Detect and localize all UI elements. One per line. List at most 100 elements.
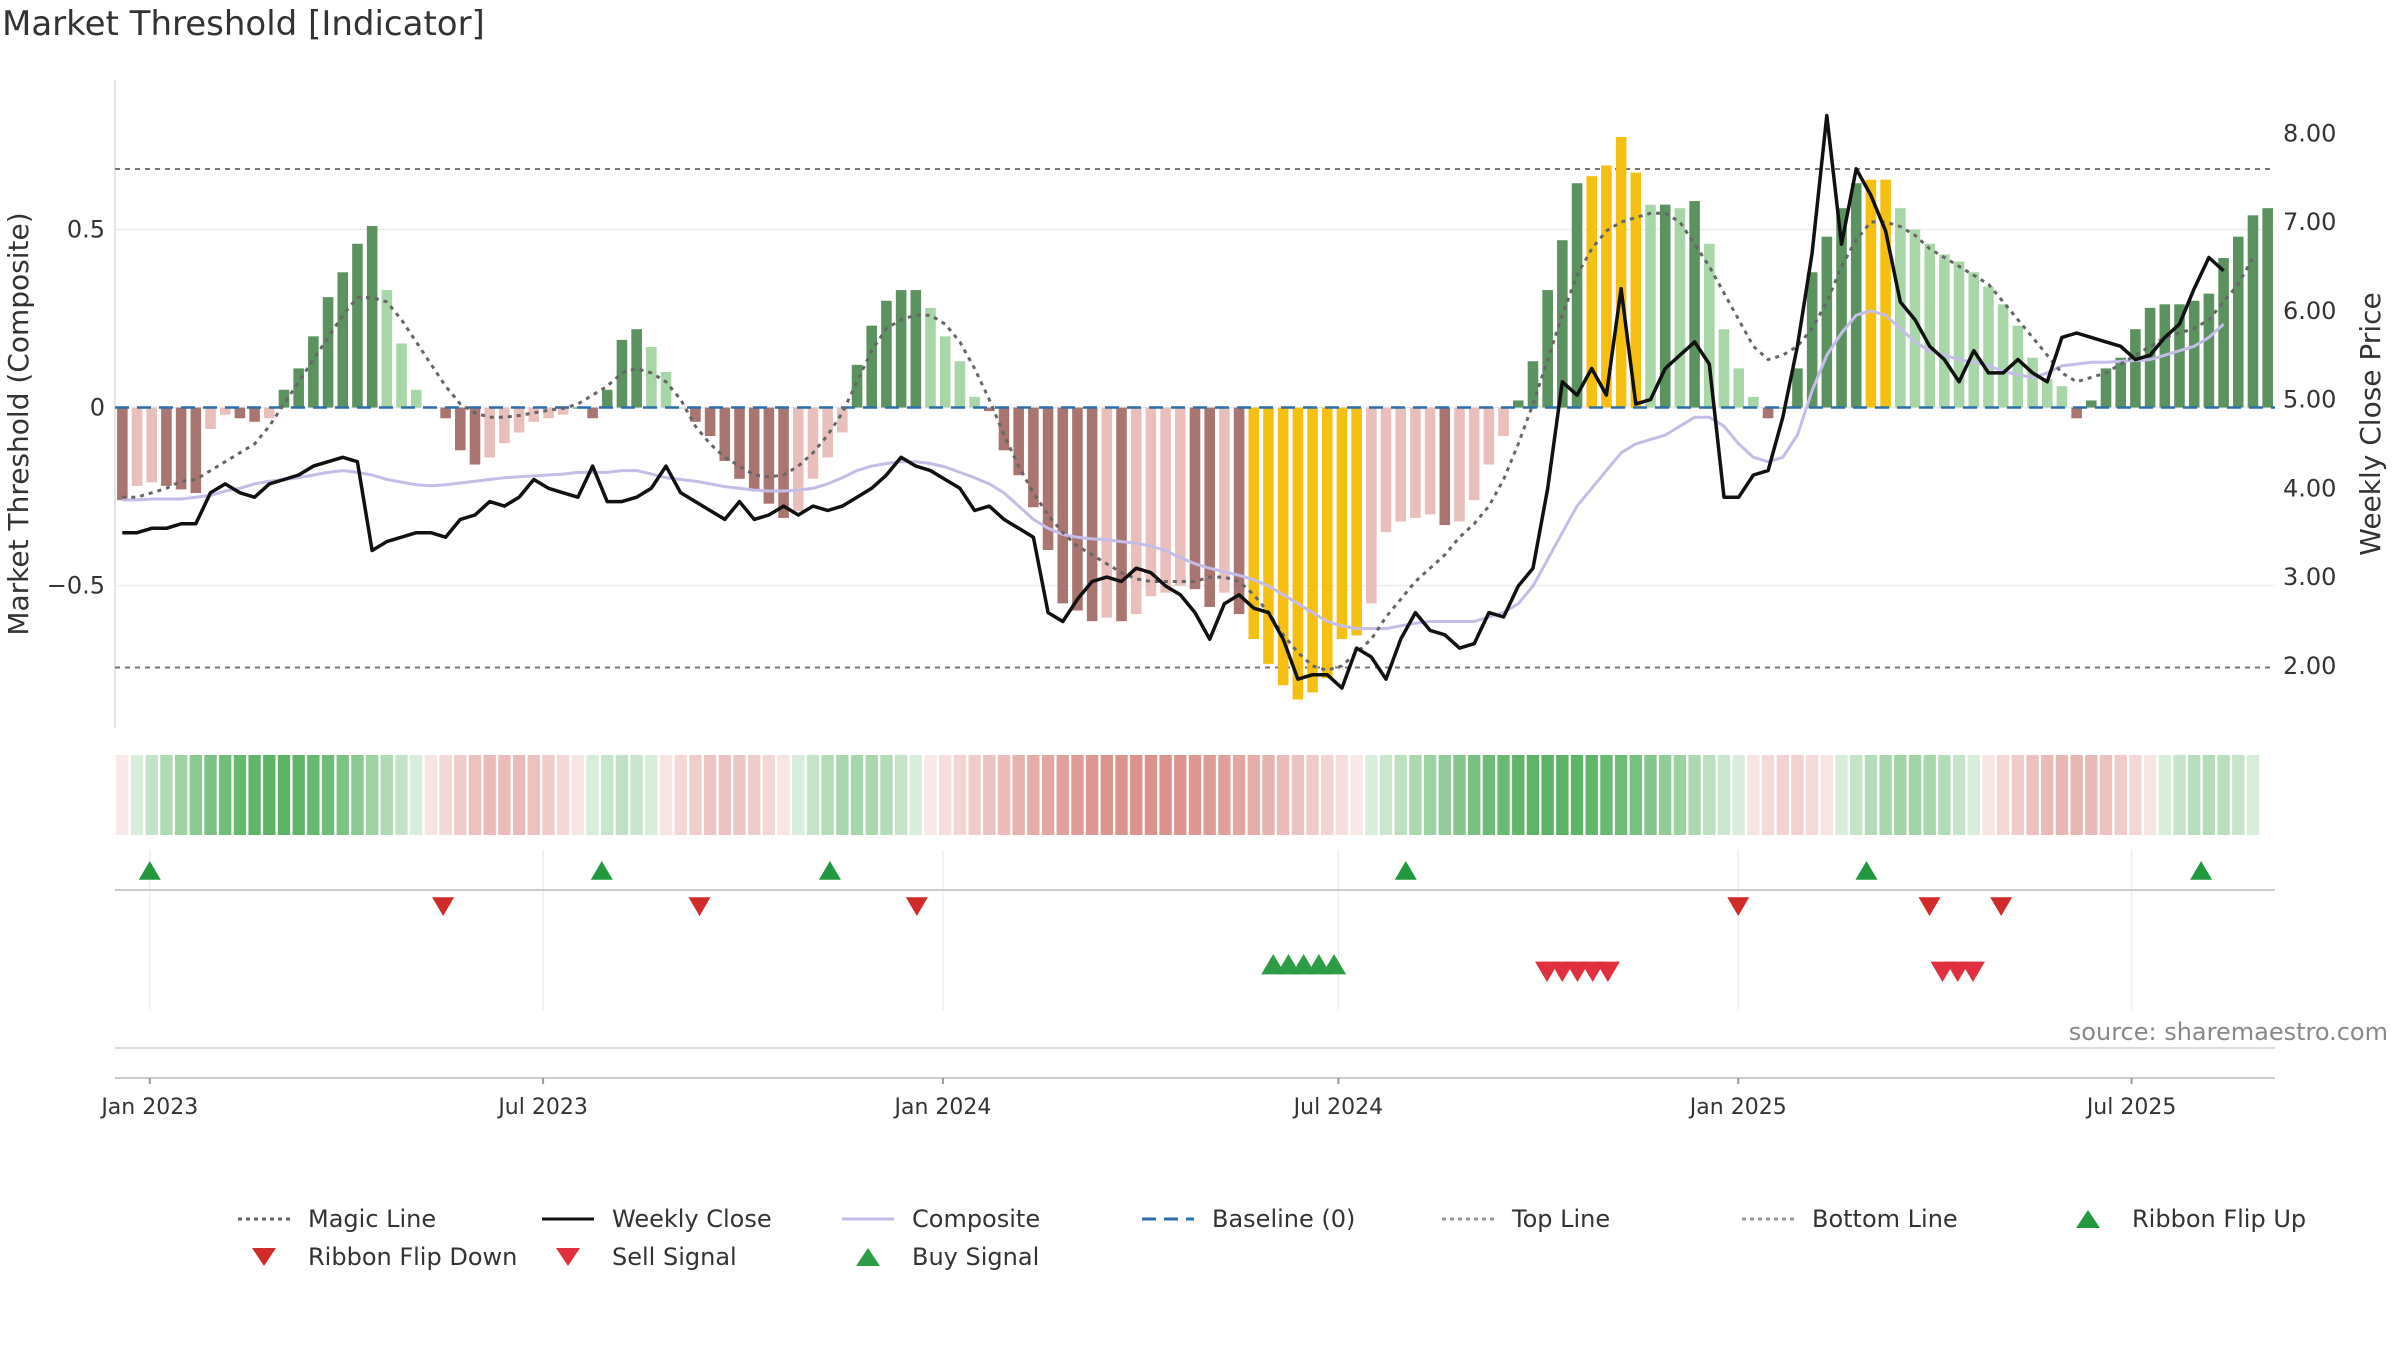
composite-bar [1175,407,1186,586]
composite-bar [851,364,863,408]
ribbon-cell [1365,755,1378,835]
legend-item-top-line[interactable]: Top Line [1440,1205,1610,1233]
x-tick-label: Jul 2025 [2085,1095,2177,1120]
ribbon-cell [410,755,423,835]
composite-bar [263,407,275,419]
composite-bar [1204,407,1215,607]
ribbon-cell [2041,755,2054,835]
ribbon-cell [424,755,438,835]
ribbon-cell [1996,755,2010,835]
ribbon-cell [2055,755,2069,835]
composite-bar [1468,407,1480,501]
composite-bar [1586,176,1598,408]
legend-item-ribbon-flip-down[interactable]: Ribbon Flip Down [236,1243,517,1271]
legend-item-baseline[interactable]: Baseline (0) [1140,1205,1355,1233]
legend-label: Buy Signal [912,1243,1040,1271]
composite-bar [410,389,422,408]
composite-bar [1718,329,1730,408]
composite-bar [1028,407,1039,508]
ribbon-cell [542,755,555,835]
composite-bar [161,407,172,486]
legend-swatch [542,1217,594,1221]
ribbon-cell [1027,755,1040,835]
ribbon-cell [2143,755,2157,835]
composite-bar [1439,407,1451,526]
ribbon-cell [571,755,585,835]
right-tick-label: 3.00 [2283,563,2336,591]
composite-line [122,309,2225,631]
ribbon-cell [1776,755,1789,835]
ribbon-cell [1850,755,1863,835]
ribbon-cell [189,755,202,835]
ribbon-cell [1497,755,1510,835]
composite-bar [249,407,260,422]
ribbon-cell [689,755,702,835]
composite-bar [1013,407,1024,476]
ribbon-cell [1041,755,1055,835]
buy-signal-marker [1261,954,1286,975]
composite-bar [1997,304,2009,408]
composite-bar [646,347,657,408]
composite-bar [587,407,598,419]
ribbon-cell [2232,755,2245,835]
composite-bar [1042,407,1054,550]
legend-item-ribbon-flip-up[interactable]: Ribbon Flip Up [2060,1205,2306,1233]
ribbon-cell [1703,755,1716,835]
legend-item-buy-signal[interactable]: Buy Signal [840,1243,1039,1271]
ribbon-cell [659,755,673,835]
ribbon-cell [1276,755,1290,835]
legend-swatch [1142,1217,1194,1221]
composite-bar [2115,357,2127,408]
ribbon-cell [1291,755,1305,835]
ribbon-cell [1923,755,1936,835]
legend-item-magic-line[interactable]: Magic Line [236,1205,436,1233]
composite-bar [1321,407,1333,679]
ribbon-cell [983,755,996,835]
composite-bar [969,396,980,408]
ribbon-cell [1938,755,1951,835]
legend-item-weekly-close[interactable]: Weekly Close [540,1205,772,1233]
legend-item-sell-signal[interactable]: Sell Signal [540,1243,737,1271]
ribbon-cell [1556,755,1569,835]
legend-swatch-mark [856,1248,880,1266]
ribbon-cell [1350,755,1363,835]
ribbon-cell [527,755,540,835]
sell-signal-marker [1550,961,1575,982]
ribbon-cell [806,755,820,835]
composite-bar [455,407,466,451]
ribbon-cell [1952,755,1966,835]
composite-bar [1703,243,1715,408]
ribbon-cell [1908,755,1922,835]
composite-bar [1850,183,1862,408]
composite-bar [1674,208,1686,408]
ribbon-cell [2085,755,2098,835]
composite-bar [1748,396,1759,408]
ribbon-cell [2070,755,2083,835]
composite-bar [1630,172,1642,408]
composite-bar [748,407,760,490]
composite-bar [1101,407,1113,618]
composite-bar [1145,407,1157,597]
composite-bar [792,407,804,511]
dotted-line-icon [1440,1207,1496,1231]
composite-bar [631,329,642,408]
legend-item-bottom-line[interactable]: Bottom Line [1740,1205,1958,1233]
composite-bar [763,407,775,504]
legend-label: Ribbon Flip Down [308,1243,518,1271]
composite-bar [469,407,481,465]
composite-bar [278,389,290,408]
sell-signal-marker [1945,961,1970,982]
composite-bar [1733,368,1744,408]
composite-bar [2247,215,2259,408]
legend-item-composite[interactable]: Composite [840,1205,1040,1233]
ribbon-cell [924,755,937,835]
ribbon-cell [1864,755,1878,835]
ribbon-cell [1306,755,1319,835]
composite-bar [513,407,525,433]
ribbon-cell [498,755,511,835]
composite-bar [175,407,187,490]
legend-label: Top Line [1512,1205,1611,1233]
ribbon-cell [1541,755,1554,835]
composite-bar [1836,208,1847,408]
